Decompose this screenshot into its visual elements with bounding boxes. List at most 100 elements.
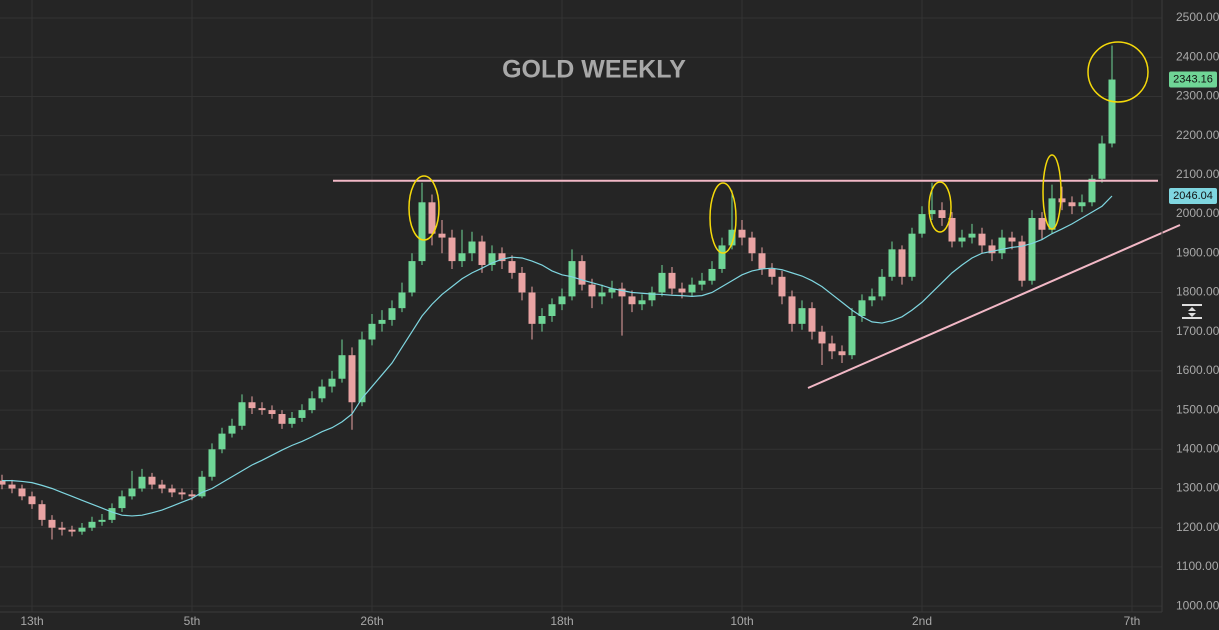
candle-body — [128, 488, 136, 497]
y-tick-label: 2100.00 — [1176, 167, 1219, 181]
candle-body — [458, 253, 466, 262]
candle-body — [408, 261, 416, 293]
grid-layer — [0, 0, 1162, 612]
candle-body — [198, 476, 206, 497]
y-tick-label: 2500.00 — [1176, 10, 1219, 24]
candle-body — [958, 237, 966, 242]
candle-body — [258, 408, 266, 411]
candle-body — [388, 308, 396, 320]
candle-body — [858, 300, 866, 316]
candle-body — [598, 292, 606, 297]
candle-body — [668, 272, 676, 289]
candle-body — [368, 323, 376, 340]
candle-body — [428, 202, 436, 234]
candle-body — [898, 249, 906, 277]
candle-body — [308, 398, 316, 411]
candle-body — [968, 233, 976, 238]
candle-body — [568, 261, 576, 297]
candle-body — [348, 355, 356, 403]
candle-body — [848, 315, 856, 356]
x-tick-label: 13th — [20, 614, 43, 628]
candle-body — [168, 488, 176, 493]
candle-body — [478, 241, 486, 266]
candle-body — [358, 339, 366, 403]
candle-body — [288, 417, 296, 424]
candle-body — [78, 527, 86, 532]
candle-body — [1008, 237, 1016, 242]
candle-body — [988, 245, 996, 254]
candle-body — [708, 268, 716, 281]
candle-body — [248, 402, 256, 409]
highlight-ellipse — [709, 182, 737, 254]
candle-body — [1108, 79, 1116, 144]
candle-body — [88, 521, 96, 528]
highlight-ellipse — [1042, 154, 1062, 230]
trend-line — [807, 224, 1181, 389]
y-tick-label: 1100.00 — [1176, 559, 1219, 573]
candle-body — [638, 300, 646, 305]
candle-body — [718, 245, 726, 269]
candle-body — [398, 292, 406, 309]
candle-body — [438, 233, 446, 238]
candle-body — [118, 496, 126, 509]
candle-body — [0, 480, 6, 485]
y-tick-label: 2000.00 — [1176, 206, 1219, 220]
y-tick-label: 1600.00 — [1176, 363, 1219, 377]
x-tick-label: 26th — [360, 614, 383, 628]
candle-body — [28, 496, 36, 505]
ma-value-label: 2046.04 — [1173, 190, 1213, 202]
candle-body — [888, 249, 896, 277]
candle-body — [808, 308, 816, 332]
candle-body — [538, 315, 546, 324]
candle-body — [868, 296, 876, 301]
candle-body — [68, 529, 76, 532]
candle-body — [218, 433, 226, 450]
y-tick-label: 1300.00 — [1176, 481, 1219, 495]
candle-body — [108, 508, 116, 520]
candle-body — [338, 355, 346, 379]
candle-body — [528, 292, 536, 324]
candle-body — [8, 484, 16, 489]
candle-body — [1068, 202, 1076, 207]
candle-body — [678, 288, 686, 293]
y-tick-label: 1000.00 — [1176, 598, 1219, 612]
x-tick-label: 2nd — [912, 614, 932, 628]
candle-body — [1028, 217, 1036, 281]
candle-body — [318, 386, 326, 399]
candle-body — [938, 210, 946, 218]
y-tick-label: 1800.00 — [1176, 285, 1219, 299]
candle-body — [558, 296, 566, 305]
x-tick-label: 5th — [184, 614, 201, 628]
last-price-label-box — [1169, 71, 1217, 88]
candle-body — [658, 272, 666, 293]
y-tick-label: 2400.00 — [1176, 49, 1219, 63]
candle-body — [278, 414, 286, 424]
candle-body — [488, 253, 496, 266]
candle-body — [728, 229, 736, 246]
candle-body — [878, 276, 886, 297]
candle-body — [188, 494, 196, 497]
y-tick-label: 1500.00 — [1176, 402, 1219, 416]
candle-body — [588, 284, 596, 297]
x-tick-label: 7th — [1124, 614, 1141, 628]
candle-body — [628, 296, 636, 305]
x-tick-label: 10th — [730, 614, 753, 628]
mark-layer — [0, 45, 1158, 540]
candle-body — [838, 351, 846, 356]
candle-body — [768, 268, 776, 277]
candle-body — [798, 308, 806, 324]
candle-body — [328, 378, 336, 387]
candle-body — [268, 410, 276, 415]
candle-body — [738, 229, 746, 238]
candle-body — [818, 331, 826, 344]
candle-body — [928, 210, 936, 215]
candle-body — [618, 288, 626, 297]
last-price-label: 2343.16 — [1173, 73, 1213, 85]
candle-body — [18, 488, 26, 497]
candle-body — [1088, 178, 1096, 203]
candle-body — [918, 214, 926, 234]
y-tick-label: 1700.00 — [1176, 324, 1219, 338]
candle-body — [158, 484, 166, 489]
candle-body — [608, 288, 616, 293]
y-tick-label: 2300.00 — [1176, 89, 1219, 103]
